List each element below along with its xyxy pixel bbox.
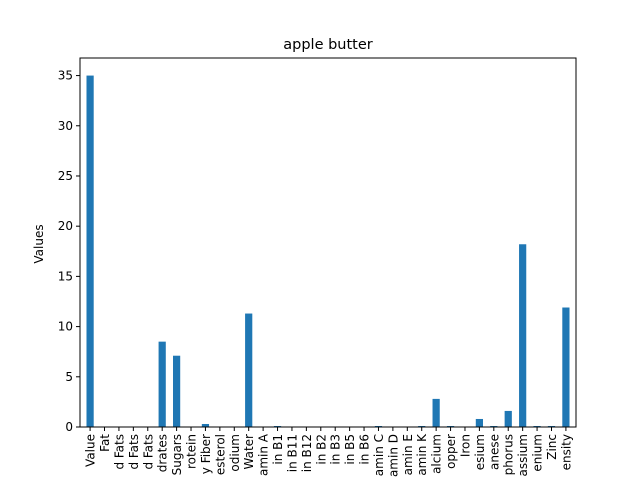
bar [519,244,527,427]
x-tick-label: in B6 [358,434,372,465]
bars-group [86,75,570,427]
x-tick-label: assium [516,434,530,477]
y-tick-label: 35 [58,69,73,83]
x-tick-label: d Fats [112,434,126,470]
y-tick-label: 30 [58,119,73,133]
y-tick-label: 0 [65,420,73,434]
x-tick-label: Zinc [545,434,559,460]
x-tick-label: in B5 [343,434,357,465]
bar [432,398,440,427]
bar [86,75,94,427]
x-tick-label: d Fats [141,434,155,470]
x-tick-label: amin D [386,434,400,477]
x-tick-label: amin K [415,433,429,476]
x-tick-label: alcium [430,434,444,474]
y-tick-label: 20 [58,219,73,233]
x-tick-label: anese [487,434,501,470]
x-tick-label: amin E [401,434,415,475]
x-tick-label: d Fats [127,434,141,470]
x-tick-label: in B3 [329,434,343,465]
x-axis-ticks: Value Fat d Fats d Fats d Fats drates Sugars ro… [84,427,573,477]
x-tick-label: odium [228,434,242,472]
bar [201,423,210,427]
y-tick-label: 5 [65,370,73,384]
bar [475,418,483,427]
x-tick-label: Value [84,434,98,467]
bar [173,355,181,427]
x-tick-label: in B11 [285,434,299,472]
x-tick-label: amin A [257,433,271,476]
x-tick-label: drates [156,434,170,472]
x-tick-label: y Fiber [199,434,213,474]
x-tick-label: Fat [98,434,112,452]
y-tick-label: 10 [58,320,73,334]
x-tick-label: in B12 [300,434,314,472]
x-tick-label: amin C [372,434,386,476]
x-tick-label: esium [473,434,487,470]
x-tick-label: phorus [502,434,516,475]
bar [158,341,166,427]
x-tick-label: Water [242,434,256,470]
x-tick-label: opper [444,434,458,469]
plot-frame [79,57,577,428]
y-axis-ticks: 0 5 10 15 20 25 30 35 [58,69,80,434]
x-tick-label: esterol [213,434,227,475]
chart-title: apple butter [283,37,373,53]
bar [245,313,253,427]
x-tick-label: Sugars [170,434,184,475]
x-tick-label: ensity [559,434,573,470]
x-tick-label: in B2 [314,434,328,465]
bar [562,307,570,427]
y-tick-label: 25 [58,169,73,183]
y-tick-label: 15 [58,269,73,283]
x-tick-label: Iron [458,434,472,457]
x-tick-label: rotein [185,434,199,469]
x-tick-label: in B1 [271,434,285,465]
x-tick-label: enium [531,434,545,472]
bar [504,410,512,427]
y-axis-label: Values [32,224,46,263]
